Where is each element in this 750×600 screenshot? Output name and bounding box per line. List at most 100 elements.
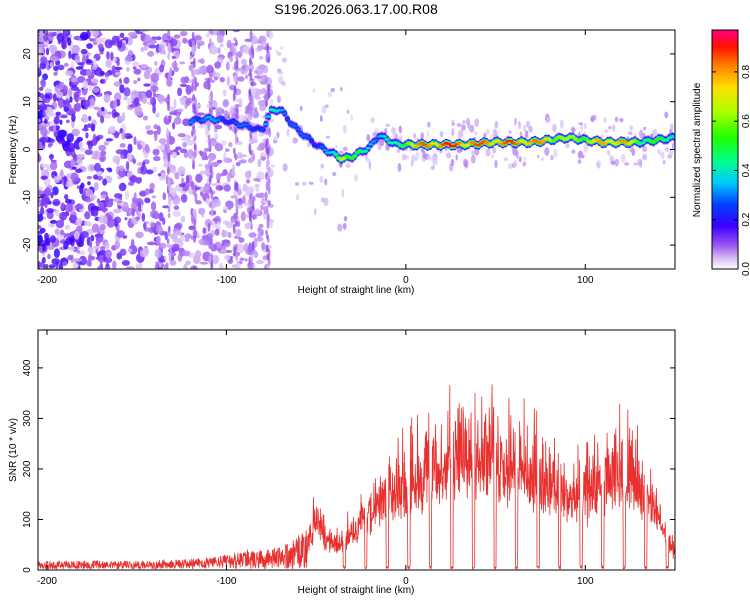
spectrogram-noise-blob (40, 122, 49, 127)
spectrogram-halo-blob (610, 160, 616, 165)
spectrogram-noise-blob (56, 91, 64, 99)
spectrogram-noise-blob (62, 260, 68, 267)
spectrogram-noise-blob (113, 112, 120, 118)
spectrogram-noise-blob (107, 111, 112, 115)
spectrogram-ridge-cell (513, 142, 519, 146)
spectrogram-noise-blob (76, 97, 85, 101)
y-tick-label: 300 (22, 410, 33, 427)
spectrogram-noise-blob (155, 235, 161, 245)
spectrogram-halo-blob (528, 125, 533, 133)
spectrogram-streak-blob (265, 234, 269, 240)
spectrogram-noise-blob (189, 56, 193, 60)
spectrogram-noise-blob (144, 197, 151, 204)
spectrogram-streak-blob (235, 202, 239, 208)
spectrogram-streak-blob (232, 147, 236, 155)
spectrogram-halo-blob (308, 181, 314, 185)
spectrogram-noise-blob (64, 203, 73, 213)
spectrogram-streak-blob (250, 192, 253, 199)
spectrogram-noise-blob (209, 45, 219, 55)
spectrogram-ridge-cell (640, 141, 646, 145)
spectrogram-noise-blob (133, 192, 137, 202)
spectrogram-noise-blob (47, 143, 52, 148)
spectrogram-streak-blob (209, 69, 213, 80)
spectrogram-halo-blob (614, 158, 620, 167)
spectrogram-halo-blob (278, 71, 284, 76)
spectrogram-halo-blob (525, 120, 531, 128)
spectrogram-halo-blob (565, 143, 570, 149)
spectrogram-streak-blob (267, 56, 271, 63)
spectrogram-noise-blob (61, 39, 67, 49)
spectrogram-ridge-cell (295, 128, 301, 131)
spectrogram-noise-blob (139, 30, 149, 33)
spectrogram-noise-blob (172, 200, 178, 205)
spectrogram-halo-blob (668, 149, 674, 156)
spectrogram-streak-blob (266, 218, 270, 230)
spectrogram-halo-blob (669, 123, 674, 132)
spectrogram-ridge-cell (247, 126, 253, 129)
spectrogram-noise-blob (38, 186, 44, 191)
spectrogram-noise-blob (49, 61, 54, 68)
spectrogram-noise-blob (90, 30, 100, 38)
spectrogram-halo-blob (582, 154, 585, 159)
spectrogram-noise-blob (73, 258, 83, 262)
spectrogram-halo-blob (445, 152, 452, 159)
spectrogram-noise-blob (244, 74, 249, 80)
spectrogram-halo-blob (603, 129, 609, 133)
spectrogram-noise-blob (128, 181, 135, 186)
spectrogram-noise-blob (83, 221, 88, 226)
spectrogram-noise-blob (261, 242, 266, 251)
spectrogram-ridge-cell (470, 141, 476, 145)
spectrogram-streak-blob (248, 211, 252, 222)
spectrogram-noise-blob (124, 217, 128, 221)
spectrogram-noise-blob (44, 119, 48, 124)
spectrogram-ridge-cell (282, 112, 288, 115)
spectrogram-ridge-cell (597, 140, 603, 143)
spectrogram-ridge-cell (626, 142, 632, 146)
spectrogram-noise-blob (241, 64, 247, 69)
spectrogram-noise-blob (124, 55, 133, 62)
spectrogram-streak-blob (265, 164, 269, 170)
spectrogram-halo-blob (469, 124, 475, 133)
spectrogram-noise-blob (100, 150, 107, 156)
spectrogram-noise-blob (131, 208, 135, 217)
spectrogram-noise-blob (65, 236, 74, 245)
spectrogram-noise-blob (217, 47, 221, 54)
spectrogram-noise-blob (185, 174, 190, 184)
spectrogram-halo-blob (313, 208, 317, 216)
spectrogram-noise-blob (80, 48, 88, 55)
spectrogram-noise-blob (154, 248, 162, 258)
spectrogram-noise-blob (184, 238, 190, 242)
spectrogram-noise-blob (225, 148, 230, 152)
spectrogram-noise-blob (221, 109, 225, 114)
colorbar-gradient (711, 29, 739, 270)
spectrogram-halo-blob (537, 154, 540, 159)
spectrogram-noise-blob (214, 61, 222, 69)
spectrogram-noise-blob (143, 70, 151, 80)
spectrogram-noise-blob (63, 30, 69, 35)
spectrogram-noise-blob (109, 198, 114, 202)
spectrogram-noise-blob (75, 168, 83, 174)
spectrogram-noise-blob (207, 152, 217, 161)
spectrogram-noise-blob (104, 39, 113, 49)
spectrogram-noise-blob (156, 144, 165, 151)
spectrogram-streak-blob (233, 212, 237, 220)
x-tick-label: -100 (216, 275, 236, 286)
spectrogram-streak-blob (209, 30, 212, 35)
spectrogram-noise-blob (44, 103, 48, 111)
spectrogram-halo-blob (601, 133, 604, 141)
spectrogram-noise-blob (205, 198, 210, 205)
spectrogram-noise-blob (152, 86, 156, 97)
spectrogram-halo-blob (366, 134, 371, 142)
spectrogram-noise-blob (67, 254, 73, 261)
spectrogram-ridge-cell (365, 146, 371, 150)
spectrogram-halo-blob (609, 155, 615, 162)
spectrogram-noise-blob (87, 140, 93, 150)
spectrogram-ridge-cell (570, 135, 576, 139)
spectrogram-halo-blob (627, 131, 633, 136)
spectrogram-noise-blob (48, 264, 56, 269)
spectrogram-streak-blob (248, 219, 252, 229)
spectrogram-noise-blob (55, 219, 65, 229)
spectrogram-noise-blob (56, 32, 65, 42)
spectrogram-streak-blob (167, 177, 171, 187)
spectrogram-noise-blob (125, 161, 130, 171)
